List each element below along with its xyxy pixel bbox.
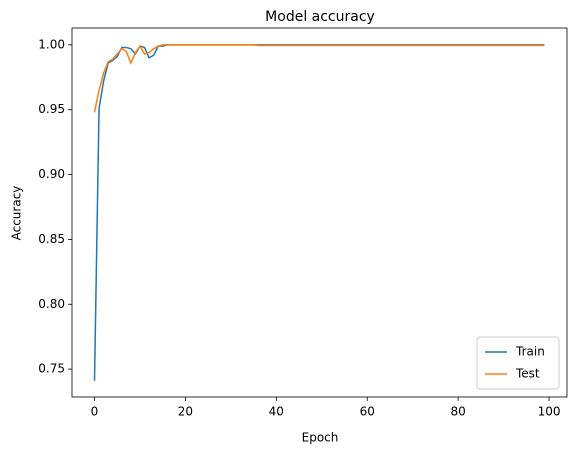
- x-tick-label: 60: [360, 405, 375, 419]
- x-tick-label: 0: [91, 405, 99, 419]
- legend-box: [476, 336, 560, 390]
- series-line: [93, 44, 545, 381]
- y-tick-label: 0.95: [38, 102, 65, 116]
- x-axis-label: Epoch: [302, 431, 339, 445]
- x-tick-label: 20: [178, 405, 193, 419]
- y-tick-label: 1.00: [38, 37, 65, 51]
- y-tick-label: 0.75: [38, 362, 65, 376]
- x-tick-label: 40: [269, 405, 284, 419]
- x-tick-label: 100: [538, 405, 561, 419]
- y-tick-label: 0.85: [38, 232, 65, 246]
- x-tick-label: 80: [450, 405, 465, 419]
- legend-label: Test: [515, 367, 540, 381]
- chart-title: Model accuracy: [265, 9, 375, 25]
- y-axis-label: Accuracy: [10, 186, 24, 241]
- plot-frame: [71, 27, 568, 398]
- y-tick-label: 0.90: [38, 167, 65, 181]
- series-line: [93, 44, 545, 113]
- legend-label: Train: [515, 345, 545, 359]
- y-tick-label: 0.80: [38, 297, 65, 311]
